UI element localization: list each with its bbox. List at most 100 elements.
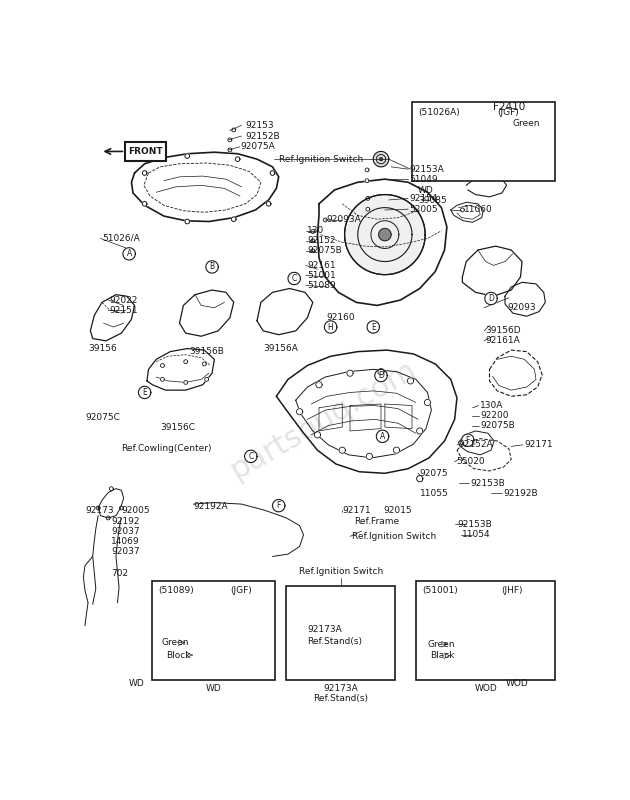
Polygon shape <box>365 168 369 172</box>
Polygon shape <box>408 378 413 384</box>
Polygon shape <box>311 249 315 253</box>
Text: 130: 130 <box>307 226 324 235</box>
Text: A: A <box>380 432 385 441</box>
Text: 39156B: 39156B <box>189 347 224 356</box>
Text: 92153B: 92153B <box>457 520 491 529</box>
Text: 39156D: 39156D <box>486 326 521 335</box>
Polygon shape <box>266 202 271 206</box>
Polygon shape <box>393 447 399 454</box>
Text: 92160: 92160 <box>327 314 355 322</box>
Polygon shape <box>180 594 214 627</box>
Text: 92075A: 92075A <box>240 142 275 151</box>
Text: 11055: 11055 <box>420 489 449 498</box>
Text: 92161A: 92161A <box>486 336 520 346</box>
Text: 92037: 92037 <box>112 527 140 536</box>
Text: (51089): (51089) <box>159 586 194 595</box>
Text: WOD: WOD <box>474 684 497 694</box>
Polygon shape <box>193 606 201 614</box>
Text: C: C <box>248 452 253 461</box>
Polygon shape <box>161 378 164 382</box>
Text: 92171: 92171 <box>342 506 371 514</box>
Text: A: A <box>127 250 132 258</box>
Polygon shape <box>244 450 257 462</box>
Text: 92005: 92005 <box>122 506 150 514</box>
Polygon shape <box>205 378 209 382</box>
Text: (JHF): (JHF) <box>501 586 523 595</box>
Text: 92152B: 92152B <box>245 131 280 141</box>
Polygon shape <box>142 170 147 175</box>
Text: 52005: 52005 <box>410 205 438 214</box>
Text: 92153B: 92153B <box>470 479 505 488</box>
Polygon shape <box>184 381 188 384</box>
Polygon shape <box>139 386 151 398</box>
Polygon shape <box>485 292 497 305</box>
Text: F: F <box>466 436 470 445</box>
Polygon shape <box>288 272 301 285</box>
Text: 92173A: 92173A <box>307 625 342 634</box>
Text: 51049: 51049 <box>410 174 438 184</box>
Text: 130A: 130A <box>480 401 503 410</box>
Polygon shape <box>379 158 382 161</box>
Polygon shape <box>416 476 423 482</box>
Text: E: E <box>142 388 147 397</box>
Text: 92075B: 92075B <box>480 421 515 430</box>
Text: 92192: 92192 <box>112 518 140 526</box>
Text: 92075C: 92075C <box>85 413 120 422</box>
Polygon shape <box>365 178 369 182</box>
Text: Block: Block <box>166 650 191 659</box>
Polygon shape <box>324 321 337 333</box>
Polygon shape <box>184 360 188 363</box>
Bar <box>125 142 166 161</box>
Text: 39156C: 39156C <box>160 422 195 432</box>
Polygon shape <box>185 219 190 224</box>
Polygon shape <box>416 428 423 434</box>
Polygon shape <box>345 194 425 274</box>
Text: 92200: 92200 <box>480 411 508 420</box>
Polygon shape <box>379 229 391 241</box>
Text: 92093A: 92093A <box>327 214 362 224</box>
Polygon shape <box>323 218 327 222</box>
Text: partsouq.com: partsouq.com <box>224 354 421 485</box>
Text: (JGF): (JGF) <box>497 109 519 118</box>
Text: 92173A: 92173A <box>323 684 358 694</box>
Text: Ref.Cowling(Center): Ref.Cowling(Center) <box>122 444 212 453</box>
Text: 92171: 92171 <box>524 440 553 450</box>
Text: 92154: 92154 <box>410 194 438 203</box>
Text: WD: WD <box>129 679 144 688</box>
Text: Ref.Ignition Switch: Ref.Ignition Switch <box>278 154 363 164</box>
Polygon shape <box>273 499 285 512</box>
Text: WD: WD <box>418 186 434 195</box>
Polygon shape <box>461 208 464 212</box>
Text: 92075B: 92075B <box>307 246 342 255</box>
Polygon shape <box>161 363 164 367</box>
Polygon shape <box>297 409 303 414</box>
Polygon shape <box>314 432 321 438</box>
Polygon shape <box>462 604 475 617</box>
Polygon shape <box>375 370 387 382</box>
Polygon shape <box>447 589 490 632</box>
Polygon shape <box>367 321 379 333</box>
Polygon shape <box>235 157 240 162</box>
Text: C: C <box>292 274 297 283</box>
Bar <box>416 581 556 680</box>
Bar <box>287 586 395 680</box>
Text: Green: Green <box>513 119 541 128</box>
Text: F2410: F2410 <box>493 102 525 112</box>
Polygon shape <box>228 138 232 142</box>
Text: 92161: 92161 <box>307 261 336 270</box>
Bar <box>152 581 275 680</box>
Text: 92153A: 92153A <box>410 165 444 174</box>
Polygon shape <box>316 382 322 388</box>
Text: (JGF): (JGF) <box>230 586 251 595</box>
Text: 92152A: 92152A <box>459 440 493 450</box>
Text: (51026A): (51026A) <box>418 109 460 118</box>
Text: 39156A: 39156A <box>263 344 298 353</box>
Text: Ref.Stand(s): Ref.Stand(s) <box>313 694 368 702</box>
Text: Ref.Stand(s): Ref.Stand(s) <box>307 637 362 646</box>
Text: 51001: 51001 <box>307 271 336 280</box>
Polygon shape <box>462 434 474 446</box>
Text: 92152: 92152 <box>307 236 336 246</box>
Text: WOD: WOD <box>505 679 528 688</box>
Text: 92022: 92022 <box>110 295 138 305</box>
Text: 92192A: 92192A <box>193 502 228 511</box>
